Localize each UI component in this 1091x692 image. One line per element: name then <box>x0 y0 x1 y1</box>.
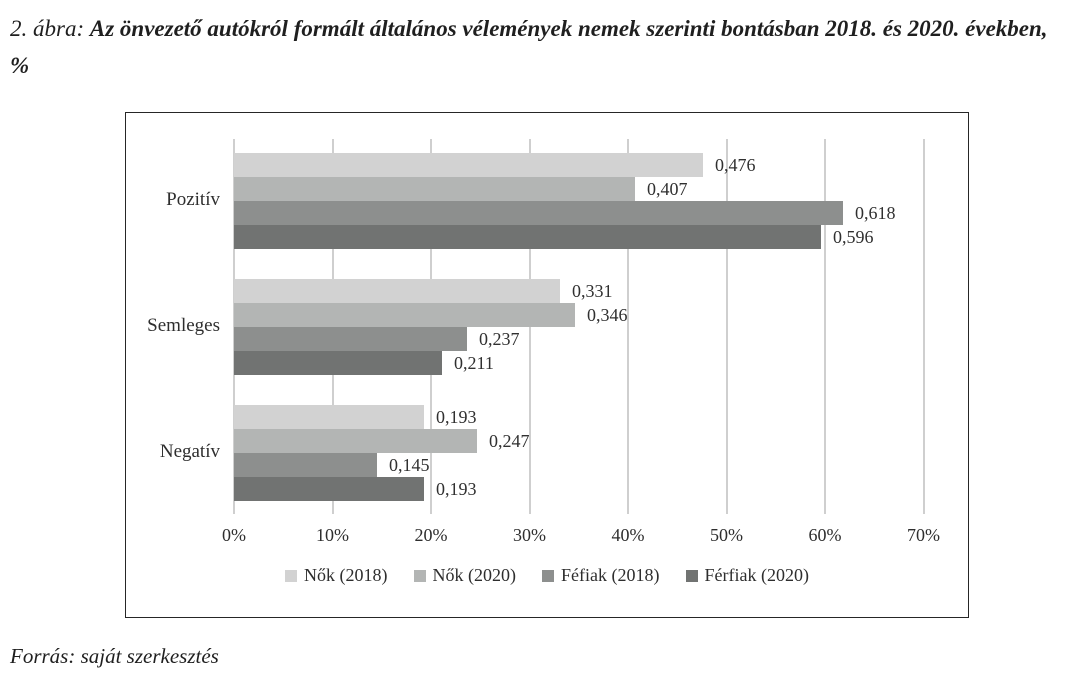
x-tick-label-0pct: 0% <box>222 525 246 545</box>
legend-label-fefiak-2018: Féfiak (2018) <box>561 565 660 585</box>
bar-value-pozitiv-ferfiak-2020: 0,596 <box>833 227 874 247</box>
bar-semleges-nok-2018 <box>234 279 560 303</box>
category-label-pozitiv: Pozitív <box>166 189 220 210</box>
figure-number: 2. ábra: <box>10 16 90 41</box>
bar-pozitiv-fefiak-2018 <box>234 201 843 225</box>
category-label-semleges: Semleges <box>147 315 220 336</box>
bar-value-semleges-nok-2018: 0,331 <box>572 281 613 301</box>
x-tick-label-50pct: 50% <box>710 525 743 545</box>
bar-semleges-nok-2020 <box>234 303 575 327</box>
legend-item-fefiak-2018: Féfiak (2018) <box>542 565 660 586</box>
legend: Nők (2018) Nők (2020) Féfiak (2018) Férfiak… <box>126 565 968 586</box>
legend-label-ferfiak-2020: Férfiak (2020) <box>704 565 809 585</box>
x-tick-label-60pct: 60% <box>808 525 842 545</box>
legend-swatch-ferfiak-2020 <box>685 569 698 582</box>
x-tick-label-10pct: 10% <box>316 525 349 545</box>
bar-value-negativ-fefiak-2018: 0,145 <box>389 455 430 475</box>
bar-value-pozitiv-fefiak-2018: 0,618 <box>855 203 896 223</box>
bar-value-negativ-nok-2020: 0,247 <box>489 431 530 451</box>
bar-negativ-nok-2020 <box>234 429 477 453</box>
bar-pozitiv-ferfiak-2020 <box>234 225 821 249</box>
x-tick-label-40pct: 40% <box>611 525 645 545</box>
bar-negativ-nok-2018 <box>234 405 424 429</box>
legend-swatch-nok-2020 <box>413 569 426 582</box>
bar-value-semleges-fefiak-2018: 0,237 <box>479 329 520 349</box>
bar-value-negativ-nok-2018: 0,193 <box>436 407 477 427</box>
bar-pozitiv-nok-2018 <box>234 153 703 177</box>
gridline-70pct <box>922 139 925 514</box>
bar-value-negativ-ferfiak-2020: 0,193 <box>436 479 477 499</box>
source-note: Forrás: saját szerkesztés <box>10 644 219 668</box>
figure-title-text: Az önvezető autókról formált általános v… <box>10 16 1048 79</box>
bar-negativ-ferfiak-2020 <box>234 477 424 501</box>
gridline-60pct <box>824 139 826 514</box>
bar-negativ-fefiak-2018 <box>234 453 377 477</box>
bar-value-pozitiv-nok-2020: 0,407 <box>647 179 688 199</box>
chart-container: 0% 10% 20% 30% 40% 50% 60% 70% Pozitív 0,476 0,407… <box>125 112 969 618</box>
category-label-negativ: Negatív <box>159 441 220 462</box>
x-tick-label-20pct: 20% <box>414 525 448 545</box>
legend-item-nok-2020: Nők (2020) <box>413 565 517 586</box>
legend-swatch-fefiak-2018 <box>542 569 555 582</box>
bar-semleges-ferfiak-2020 <box>234 351 442 375</box>
figure-title: 2. ábra: Az önvezető autókról formált ál… <box>10 10 1068 85</box>
bar-value-semleges-nok-2020: 0,346 <box>587 305 628 325</box>
legend-label-nok-2018: Nők (2018) <box>304 565 388 585</box>
gridline-50pct <box>725 139 728 514</box>
x-tick-label-70pct: 70% <box>907 525 940 545</box>
legend-swatch-nok-2018 <box>285 569 298 582</box>
legend-item-ferfiak-2020: Férfiak (2020) <box>685 565 809 586</box>
gridline-40pct <box>627 139 629 514</box>
x-tick-label-30pct: 30% <box>513 525 546 545</box>
bar-value-pozitiv-nok-2018: 0,476 <box>715 155 756 175</box>
legend-item-nok-2018: Nők (2018) <box>285 565 388 586</box>
bar-value-semleges-ferfiak-2020: 0,211 <box>454 353 494 373</box>
legend-label-nok-2020: Nők (2020) <box>432 565 517 585</box>
bar-pozitiv-nok-2020 <box>234 177 635 201</box>
bar-semleges-fefiak-2018 <box>234 327 467 351</box>
